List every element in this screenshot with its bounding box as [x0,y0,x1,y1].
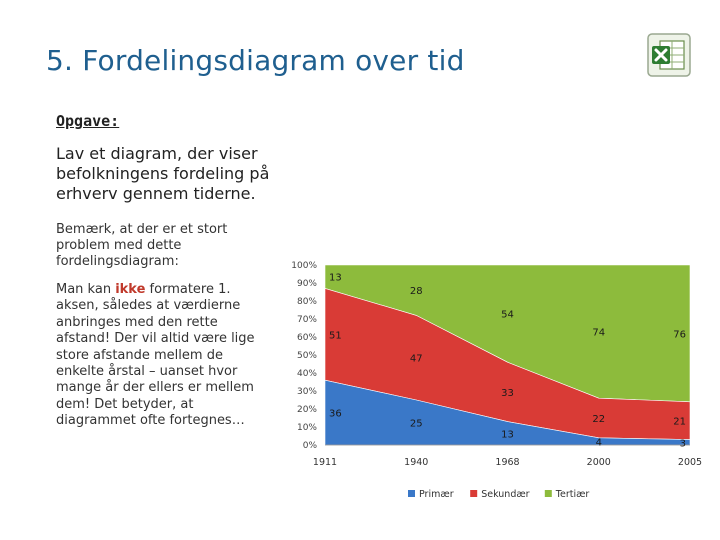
x-tick-label: 1911 [313,457,337,468]
y-tick-label: 90% [297,279,317,289]
note-text: Bemærk, at der er et stort problem med d… [56,222,228,269]
note2-post: formatere 1. aksen, således at værdierne… [56,282,255,429]
x-tick-label: 2005 [678,457,702,468]
data-label: 47 [410,354,423,365]
data-label: 51 [329,330,342,341]
data-label: 22 [592,414,605,425]
data-label: 76 [673,329,686,340]
x-tick-label: 2000 [587,457,611,468]
x-tick-label: 1940 [404,457,428,468]
data-label: 54 [501,310,514,321]
stacked-area-chart: 0% 10% 20% 30% 40% 50% 60% 70% 80% 90% 100% 36 25 13 4… [291,261,702,500]
y-tick-label: 80% [297,297,317,307]
data-label: 28 [410,286,423,297]
data-label: 74 [592,328,605,339]
y-tick-label: 10% [297,423,317,433]
note2-emphasis: ikke [115,282,146,297]
y-tick-label: 30% [297,387,317,397]
y-tick-label: 100% [291,261,317,271]
task-text: Lav et diagram, der viser befolkningens … [56,144,270,203]
y-tick-label: 60% [297,333,317,343]
legend-label: Tertiær [555,489,590,500]
y-tick-label: 50% [297,351,317,361]
y-tick-label: 70% [297,315,317,325]
y-tick-label: 0% [303,441,318,451]
legend-swatch [544,490,552,497]
data-label: 13 [501,429,514,440]
note-text-2: Man kan ikke formatere 1. aksen, således… [56,282,274,430]
task-label: Opgave: [56,112,120,130]
legend-swatch [470,490,478,497]
data-label: 33 [501,388,514,399]
data-label: 21 [673,417,686,428]
data-label: 25 [410,419,423,430]
data-label: 36 [329,409,342,420]
y-tick-label: 40% [297,369,317,379]
excel-icon [647,33,691,77]
data-label: 4 [596,437,602,448]
y-tick-label: 20% [297,405,317,415]
data-label: 13 [329,273,342,284]
note2-pre: Man kan [56,282,116,297]
legend-swatch [408,490,415,497]
legend-label: Sekundær [481,489,529,500]
x-tick-label: 1968 [495,457,519,468]
data-label: 3 [680,438,686,449]
slide-title: 5. Fordelingsdiagram over tid [46,44,465,77]
legend-label: Primær [419,489,454,500]
